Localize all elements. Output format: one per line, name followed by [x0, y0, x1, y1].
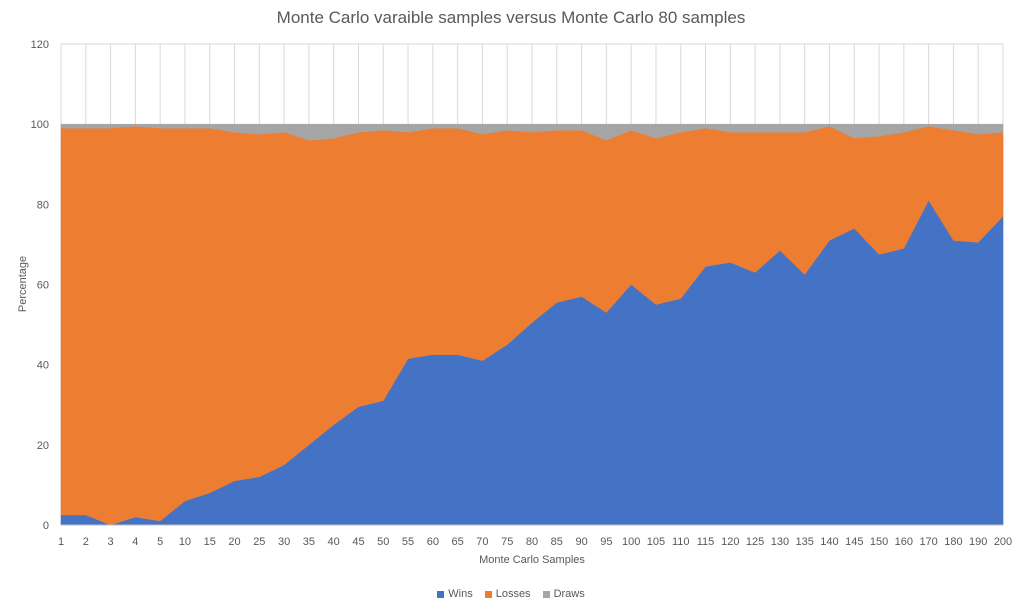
y-tick-label: 120: [31, 39, 49, 51]
x-tick-label: 15: [204, 536, 216, 548]
x-tick-label: 110: [672, 536, 690, 548]
x-tick-label: 125: [746, 536, 764, 548]
x-tick-label: 115: [697, 536, 715, 548]
x-tick-label: 200: [994, 536, 1012, 548]
area-draws: [60, 123, 1004, 141]
y-tick-label: 80: [37, 199, 49, 211]
x-tick-label: 20: [228, 536, 240, 548]
x-tick-label: 170: [919, 536, 937, 548]
chart-title: Monte Carlo varaible samples versus Mont…: [276, 8, 746, 27]
x-tick-label: 160: [895, 536, 913, 548]
y-axis-title: Percentage: [17, 256, 29, 312]
legend-label-draws: Draws: [553, 588, 585, 600]
x-tick-label: 55: [402, 536, 414, 548]
legend-swatch-draws: [542, 590, 550, 598]
y-tick-label: 100: [31, 119, 49, 131]
x-tick-label: 65: [452, 536, 464, 548]
x-tick-label: 145: [845, 536, 863, 548]
x-tick-label: 5: [157, 536, 163, 548]
legend: Wins Losses Draws: [0, 588, 1022, 600]
x-axis-title: Monte Carlo Samples: [479, 554, 585, 566]
y-tick-label: 60: [37, 280, 49, 292]
x-tick-label: 130: [771, 536, 789, 548]
x-tick-label: 60: [427, 536, 439, 548]
x-tick-label: 100: [622, 536, 640, 548]
x-tick-label: 105: [647, 536, 665, 548]
x-tick-label: 190: [969, 536, 987, 548]
y-tick-label: 0: [43, 520, 49, 532]
x-tick-label: 70: [476, 536, 488, 548]
x-tick-label: 40: [328, 536, 340, 548]
y-tick-label: 20: [37, 440, 49, 452]
legend-label-losses: Losses: [495, 588, 531, 600]
x-tick-label: 30: [278, 536, 290, 548]
y-tick-label: 40: [37, 360, 49, 372]
x-tick-label: 135: [796, 536, 814, 548]
legend-item-draws: Draws: [542, 588, 585, 600]
legend-item-losses: Losses: [484, 588, 531, 600]
x-tick-label: 75: [501, 536, 513, 548]
x-tick-label: 10: [179, 536, 191, 548]
x-tick-label: 80: [526, 536, 538, 548]
x-tick-label: 95: [600, 536, 612, 548]
x-tick-label: 140: [820, 536, 838, 548]
x-tick-label: 85: [551, 536, 563, 548]
x-tick-label: 90: [575, 536, 587, 548]
x-tick-label: 25: [253, 536, 265, 548]
legend-item-wins: Wins: [437, 588, 473, 600]
x-tick-label: 1: [58, 536, 64, 548]
legend-swatch-losses: [484, 590, 492, 598]
x-tick-label: 4: [132, 536, 138, 548]
x-tick-label: 120: [721, 536, 739, 548]
x-tick-label: 35: [303, 536, 315, 548]
x-tick-label: 150: [870, 536, 888, 548]
x-tick-label: 50: [377, 536, 389, 548]
legend-label-wins: Wins: [448, 588, 473, 600]
area-series: [60, 123, 1004, 526]
legend-swatch-wins: [437, 590, 445, 598]
x-tick-label: 3: [108, 536, 114, 548]
x-tick-label: 45: [352, 536, 364, 548]
x-tick-label: 2: [83, 536, 89, 548]
x-tick-label: 180: [944, 536, 962, 548]
